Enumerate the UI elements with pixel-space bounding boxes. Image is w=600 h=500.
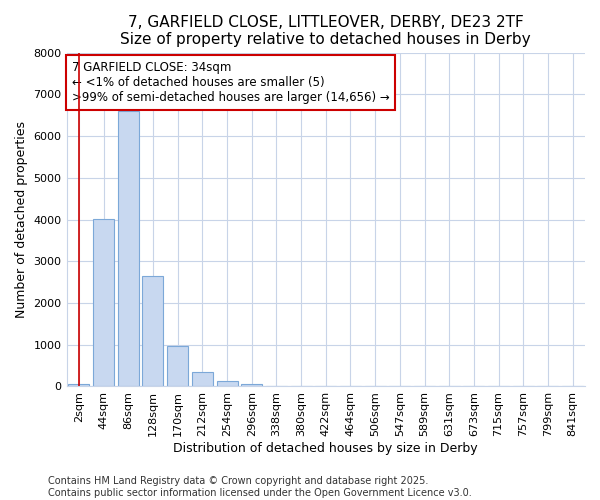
Bar xyxy=(93,219,114,386)
Bar xyxy=(142,276,163,386)
Title: 7, GARFIELD CLOSE, LITTLEOVER, DERBY, DE23 2TF
Size of property relative to deta: 7, GARFIELD CLOSE, LITTLEOVER, DERBY, DE… xyxy=(121,15,531,48)
Bar xyxy=(68,384,89,386)
Y-axis label: Number of detached properties: Number of detached properties xyxy=(15,121,28,318)
Bar xyxy=(167,346,188,387)
X-axis label: Distribution of detached houses by size in Derby: Distribution of detached houses by size … xyxy=(173,442,478,455)
Text: 7 GARFIELD CLOSE: 34sqm
← <1% of detached houses are smaller (5)
>99% of semi-de: 7 GARFIELD CLOSE: 34sqm ← <1% of detache… xyxy=(72,61,389,104)
Bar xyxy=(217,381,238,386)
Bar xyxy=(192,372,213,386)
Bar xyxy=(118,111,139,386)
Bar xyxy=(241,384,262,386)
Text: Contains HM Land Registry data © Crown copyright and database right 2025.
Contai: Contains HM Land Registry data © Crown c… xyxy=(48,476,472,498)
